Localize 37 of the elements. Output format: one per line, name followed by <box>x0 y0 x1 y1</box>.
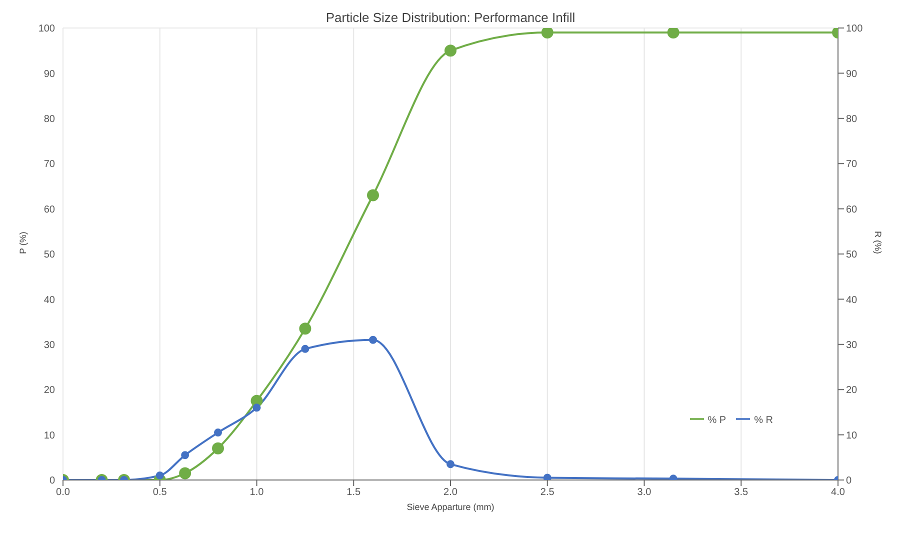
y-tick-label: 100 <box>38 24 56 35</box>
y-tick-label: 60 <box>44 204 56 216</box>
y2-tick-label: 70 <box>846 159 858 170</box>
x-tick-label: 1.0 <box>250 487 264 498</box>
y-tick-label: 50 <box>44 250 56 261</box>
x-tick-label: 3.0 <box>637 487 652 498</box>
y2-tick-label: 40 <box>846 294 858 306</box>
x-tick-label: 2.0 <box>444 487 458 498</box>
y-tick-label: 80 <box>44 114 56 125</box>
x-axis-title: Sieve Apparture (mm) <box>406 502 494 512</box>
x-tick-label: 1.5 <box>346 487 362 498</box>
legend-label: % R <box>754 415 773 426</box>
y-tick-label: 10 <box>44 430 56 442</box>
y-tick-label: 40 <box>44 294 56 306</box>
x-tick-label: 0.0 <box>56 487 70 498</box>
x-tick-label: 0.5 <box>152 487 168 498</box>
x-tick-label: 2.5 <box>540 487 555 498</box>
y-tick-label: 0 <box>49 476 56 487</box>
y2-tick-label: 0 <box>846 476 852 487</box>
y2-tick-label: 100 <box>846 24 864 35</box>
legend-label: % P <box>708 415 726 426</box>
x-tick-label: 4.0 <box>831 487 846 498</box>
y-tick-label: 90 <box>44 68 56 80</box>
y-tick-label: 70 <box>44 159 56 170</box>
y-tick-label: 20 <box>44 385 56 396</box>
x-tick-label: 3.5 <box>734 487 749 498</box>
y2-tick-label: 30 <box>846 340 858 351</box>
y2-tick-label: 90 <box>846 68 858 80</box>
chart-title: Particle Size Distribution: Performance Infill <box>324 10 576 25</box>
y2-tick-label: 20 <box>846 385 858 396</box>
y2-tick-label: 50 <box>846 250 858 261</box>
y2-tick-label: 80 <box>846 114 858 125</box>
y2-axis-title: R (%) <box>872 231 883 254</box>
y2-tick-label: 10 <box>846 430 858 442</box>
y-axis-title: P (%) <box>18 232 28 254</box>
y-tick-label: 30 <box>44 340 56 351</box>
y2-tick-label: 60 <box>846 204 858 216</box>
